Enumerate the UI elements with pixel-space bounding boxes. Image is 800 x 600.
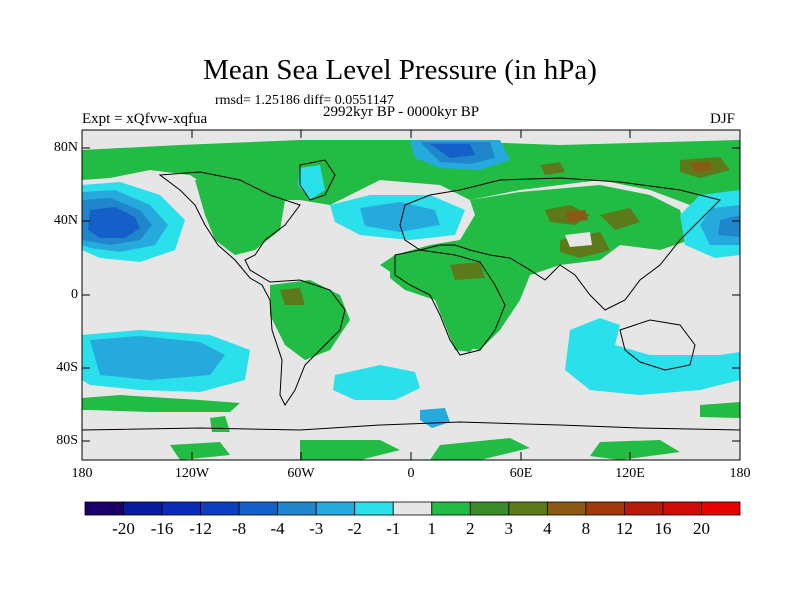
colorbar-label: 1 bbox=[427, 519, 437, 538]
lat-label-80s: 80S bbox=[56, 433, 78, 448]
lat-label-40s: 40S bbox=[56, 360, 78, 375]
brown-positive-regions bbox=[565, 162, 712, 222]
colorbar-swatch bbox=[354, 501, 394, 516]
lat-ticks bbox=[82, 147, 740, 442]
colorbar-label: -12 bbox=[189, 519, 212, 538]
lon-label-60w: 60W bbox=[287, 466, 315, 481]
positive-anomaly-regions bbox=[82, 140, 740, 460]
negative-anomaly-regions bbox=[82, 140, 740, 428]
colorbar-swatch bbox=[508, 501, 548, 516]
colorbar-label: -20 bbox=[112, 519, 135, 538]
lon-label-120w: 120W bbox=[174, 466, 210, 481]
lon-label-60e: 60E bbox=[509, 466, 533, 481]
colorbar-label: 4 bbox=[543, 519, 552, 538]
colorbar-swatch bbox=[392, 501, 433, 516]
colorbar bbox=[84, 501, 741, 516]
lat-label-40n: 40N bbox=[53, 213, 78, 228]
colorbar-label: -16 bbox=[150, 519, 174, 538]
experiment-label: Expt = xQfvw-xqfua bbox=[82, 111, 208, 127]
colorbar-swatch bbox=[701, 501, 741, 516]
colorbar-swatch bbox=[469, 501, 510, 516]
colorbar-swatch bbox=[84, 501, 124, 516]
statistics-label: rmsd= 1.25186 diff= 0.0551147 bbox=[215, 93, 394, 108]
lon-ticks bbox=[191, 130, 631, 460]
lon-label-120e: 120E bbox=[615, 466, 645, 481]
colorbar-label: -2 bbox=[347, 519, 362, 538]
colorbar-swatch bbox=[200, 501, 240, 516]
colorbar-swatch bbox=[431, 501, 471, 516]
colorbar-swatch bbox=[315, 501, 356, 516]
lon-label-180e: 180 bbox=[729, 466, 751, 481]
coastlines bbox=[82, 159, 740, 431]
colorbar-swatch bbox=[123, 501, 163, 516]
lon-label-0: 0 bbox=[407, 466, 415, 481]
lat-label-80n: 80N bbox=[53, 140, 78, 155]
colorbar-label: -8 bbox=[232, 519, 247, 538]
colorbar-label: 16 bbox=[654, 519, 672, 538]
colorbar-swatch bbox=[624, 501, 664, 516]
colorbar-swatch bbox=[662, 501, 702, 516]
season-label: DJF bbox=[710, 111, 736, 127]
colorbar-label: 8 bbox=[581, 519, 591, 538]
colorbar-label: 2 bbox=[466, 519, 475, 538]
colorbar-label: 20 bbox=[693, 519, 710, 538]
period-label: 2992kyr BP - 0000kyr BP bbox=[323, 104, 480, 120]
colorbar-label: 12 bbox=[615, 519, 633, 538]
lat-label-0: 0 bbox=[71, 287, 78, 302]
colorbar-label: -4 bbox=[270, 519, 285, 538]
colorbar-swatch bbox=[546, 501, 587, 516]
colorbar-label: -3 bbox=[309, 519, 324, 538]
colorbar-label: -1 bbox=[386, 519, 401, 538]
colorbar-swatch bbox=[277, 501, 317, 516]
colorbar-swatch bbox=[585, 501, 625, 516]
page-title: Mean Sea Level Pressure (in hPa) bbox=[203, 54, 597, 86]
lon-label-180w: 180 bbox=[71, 466, 93, 481]
colorbar-swatch bbox=[161, 501, 201, 516]
colorbar-label: 3 bbox=[504, 519, 514, 538]
colorbar-swatch bbox=[238, 501, 279, 516]
